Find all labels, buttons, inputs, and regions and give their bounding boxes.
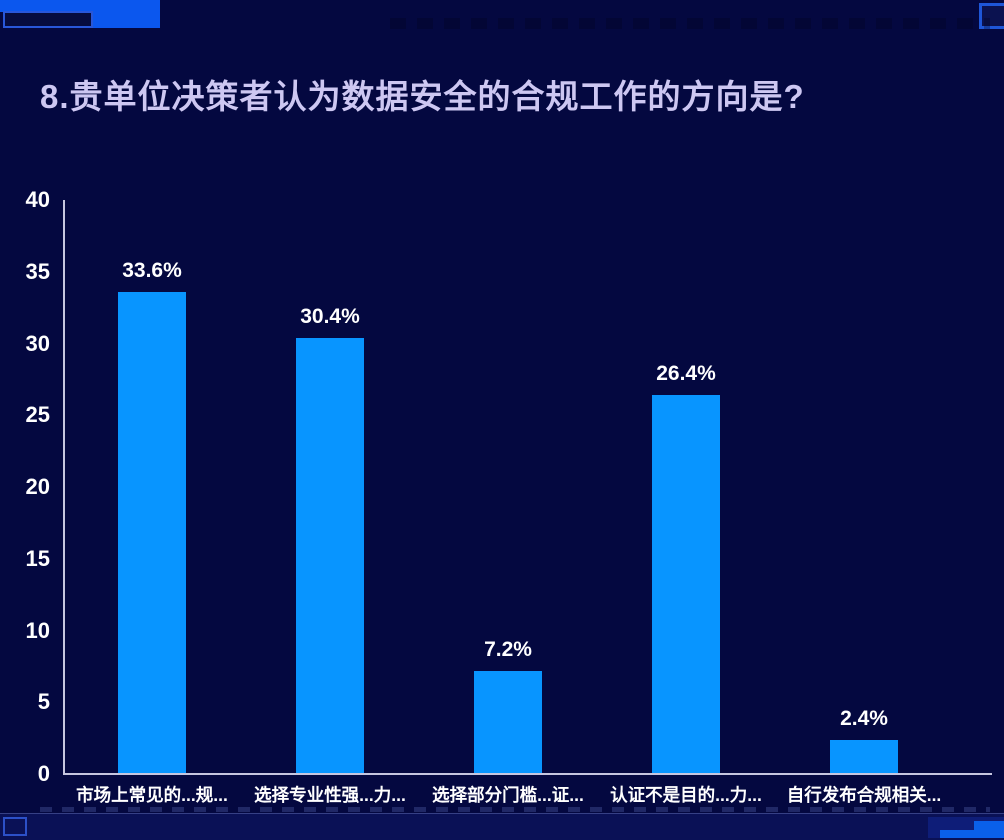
corner-decoration-bottom-left-icon [3,817,27,836]
corner-decoration-top-left-icon [0,0,160,28]
y-tick-label: 0 [37,761,50,786]
bar-slot: 26.4% [597,200,775,774]
bar-value-label: 2.4% [840,707,888,730]
bar-value-label: 30.4% [300,305,360,328]
bar [830,740,898,774]
bottom-strip [0,813,1004,840]
ghost-text-row-bottom [40,807,990,812]
bar-slot: 2.4% [775,200,953,774]
corner-decoration-bottom-right-icon [928,817,1004,838]
bar-value-label: 7.2% [484,638,532,661]
y-tick-label: 40 [25,187,50,212]
y-axis-line [63,200,65,775]
y-tick-label: 5 [37,689,50,715]
ghost-text-row-top [390,18,990,29]
bar [296,338,364,774]
y-tick-label: 30 [25,330,50,356]
y-tick-label: 10 [25,617,50,643]
x-axis-category-label: 市场上常见的...规... [76,785,228,805]
bar [652,395,720,774]
bar-value-label: 33.6% [122,259,182,282]
x-axis-line [63,773,992,775]
y-tick-label: 15 [25,545,50,571]
x-axis-category-label: 自行发布合规相关... [786,785,942,805]
x-axis-category-label: 认证不是目的...力... [610,785,762,805]
bar [474,671,542,774]
x-axis-labels: 市场上常见的...规... 选择专业性强...力... 选择部分门槛...证... 认… [63,782,953,807]
bar-value-label: 26.4% [656,362,716,385]
bar-slot: 30.4% [241,200,419,774]
chart-title: 8.贵单位决策者认为数据安全的合规工作的方向是? [40,78,805,115]
y-tick-label: 35 [25,258,50,284]
y-tick-label: 20 [25,474,50,499]
bar-slot: 7.2% [419,200,597,774]
corner-decoration-top-right-icon [979,3,1004,29]
y-tick-label: 25 [25,402,50,428]
bar-slot: 33.6% [63,200,241,774]
x-axis-category-label: 选择专业性强...力... [254,785,406,805]
bar [118,292,186,774]
bars-area: 33.6% 30.4% 7.2% 26.4% 2.4% [63,200,953,774]
x-axis-category-label: 选择部分门槛...证... [432,785,584,805]
